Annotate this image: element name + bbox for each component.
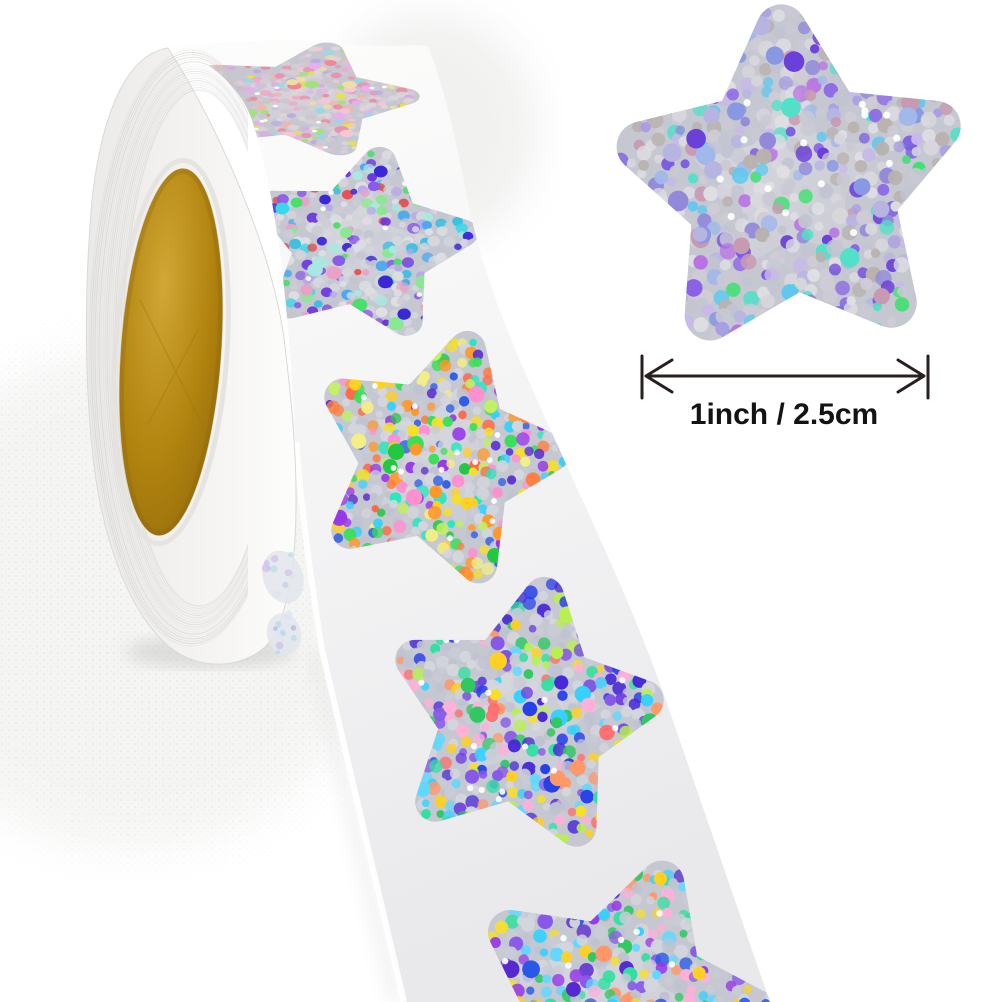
roll-star-5 — [463, 858, 770, 1002]
wrapped-sticker-edges — [261, 550, 304, 655]
wrapped-sticker-edge — [261, 550, 304, 604]
cardboard-core — [119, 168, 223, 536]
core-rim — [111, 157, 231, 547]
sample-star-group — [612, 2, 967, 361]
roll-layer-rings — [88, 49, 248, 647]
wrapped-sticker-edge — [266, 611, 302, 655]
sticker-roll — [85, 47, 297, 665]
measurement-arrow — [640, 354, 930, 400]
tape-cast-shadow — [309, 650, 401, 1002]
tape-edge-highlight — [293, 441, 407, 1002]
sample-star-large — [612, 2, 967, 361]
roll-star-4 — [380, 574, 664, 860]
core-crease-lines — [139, 299, 206, 431]
roll-star-3 — [305, 330, 571, 593]
size-annotation: 1inch / 2.5cm — [640, 354, 930, 431]
size-label: 1inch / 2.5cm — [690, 398, 878, 431]
core-inner-shadow — [118, 168, 224, 536]
